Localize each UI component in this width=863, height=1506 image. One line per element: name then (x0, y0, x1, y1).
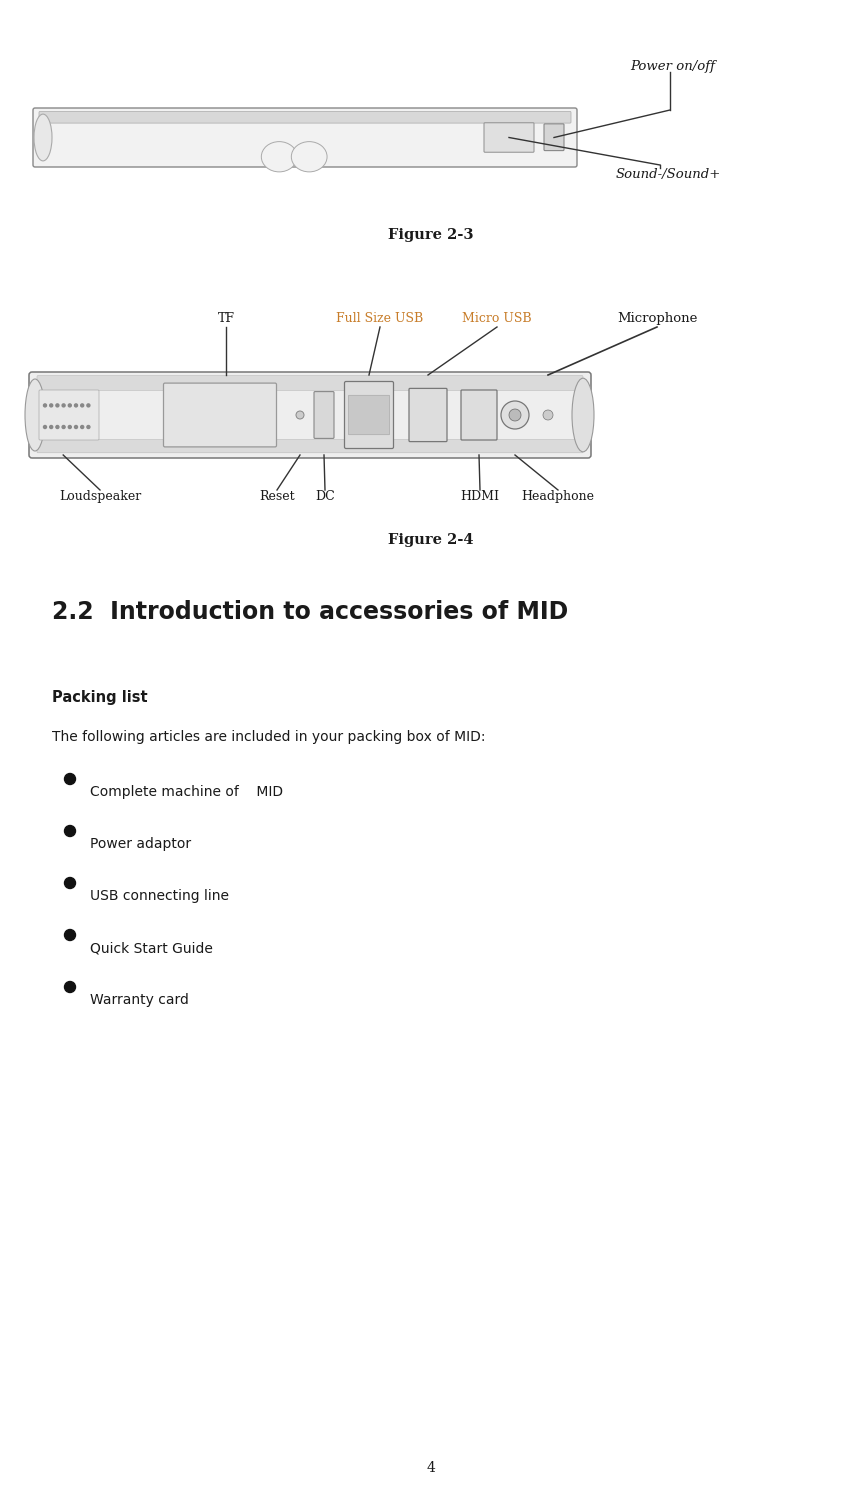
FancyBboxPatch shape (29, 372, 591, 458)
Circle shape (62, 426, 65, 429)
Ellipse shape (25, 380, 45, 450)
Text: Micro USB: Micro USB (463, 312, 532, 325)
FancyBboxPatch shape (349, 395, 389, 435)
Circle shape (68, 426, 72, 429)
FancyBboxPatch shape (461, 390, 497, 440)
Text: Packing list: Packing list (52, 690, 148, 705)
Circle shape (543, 410, 553, 420)
Circle shape (81, 404, 84, 407)
Circle shape (65, 929, 75, 941)
Text: Warranty card: Warranty card (90, 992, 189, 1008)
Text: Microphone: Microphone (617, 312, 697, 325)
Text: TF: TF (217, 312, 235, 325)
Text: DC: DC (315, 489, 335, 503)
Circle shape (56, 426, 59, 429)
Circle shape (509, 410, 521, 422)
Circle shape (65, 825, 75, 836)
Text: 2.2  Introduction to accessories of MID: 2.2 Introduction to accessories of MID (52, 599, 568, 623)
FancyBboxPatch shape (37, 440, 583, 453)
Circle shape (87, 426, 90, 429)
Circle shape (74, 426, 78, 429)
Circle shape (81, 426, 84, 429)
Ellipse shape (34, 114, 52, 161)
Circle shape (50, 426, 53, 429)
Text: Reset: Reset (259, 489, 295, 503)
Text: Figure 2-4: Figure 2-4 (388, 533, 474, 547)
Text: HDMI: HDMI (461, 489, 500, 503)
Circle shape (43, 404, 47, 407)
Circle shape (50, 404, 53, 407)
FancyBboxPatch shape (314, 392, 334, 438)
Circle shape (501, 401, 529, 429)
Ellipse shape (292, 142, 327, 172)
Circle shape (43, 426, 47, 429)
FancyBboxPatch shape (39, 111, 571, 123)
Circle shape (74, 404, 78, 407)
Circle shape (65, 774, 75, 785)
Circle shape (68, 404, 72, 407)
Text: Sound-/Sound+: Sound-/Sound+ (616, 169, 721, 181)
Circle shape (62, 404, 65, 407)
FancyBboxPatch shape (484, 123, 534, 152)
FancyBboxPatch shape (37, 375, 583, 390)
FancyBboxPatch shape (33, 108, 577, 167)
FancyBboxPatch shape (163, 383, 276, 447)
Circle shape (56, 404, 59, 407)
Text: 4: 4 (426, 1461, 436, 1474)
Circle shape (87, 404, 90, 407)
Circle shape (296, 411, 304, 419)
Text: Figure 2-3: Figure 2-3 (388, 227, 474, 242)
FancyBboxPatch shape (39, 390, 99, 440)
Text: Power on/off: Power on/off (630, 60, 715, 72)
Text: Power adaptor: Power adaptor (90, 837, 191, 851)
Text: Full Size USB: Full Size USB (337, 312, 424, 325)
Circle shape (65, 878, 75, 889)
FancyBboxPatch shape (544, 123, 564, 151)
Text: Headphone: Headphone (521, 489, 595, 503)
FancyBboxPatch shape (344, 381, 394, 449)
FancyBboxPatch shape (409, 389, 447, 441)
Ellipse shape (572, 378, 594, 452)
Ellipse shape (261, 142, 297, 172)
Text: Complete machine of    MID: Complete machine of MID (90, 785, 283, 800)
Circle shape (65, 982, 75, 992)
Text: USB connecting line: USB connecting line (90, 889, 229, 904)
Text: Quick Start Guide: Quick Start Guide (90, 941, 213, 955)
Text: The following articles are included in your packing box of MID:: The following articles are included in y… (52, 730, 486, 744)
Text: Loudspeaker: Loudspeaker (59, 489, 142, 503)
